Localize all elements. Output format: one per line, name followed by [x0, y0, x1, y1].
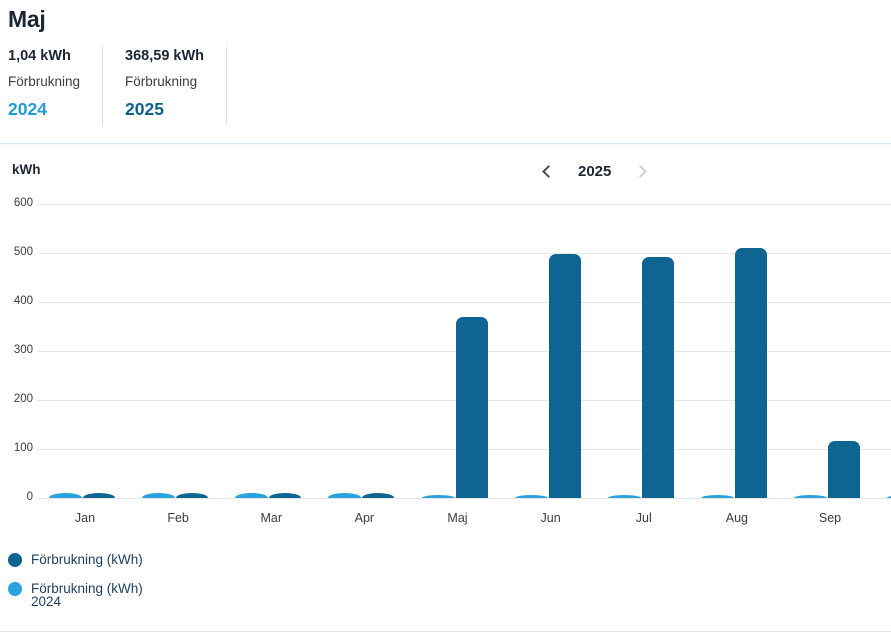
bar-2024-Mar[interactable]: [235, 493, 269, 498]
partial-next-month-bar: [887, 495, 891, 498]
gridline-600: [37, 204, 891, 205]
stat-2024-value: 1,04 kWh: [8, 48, 71, 64]
bar-2025-Feb[interactable]: [176, 493, 209, 498]
legend-dot-2025: [8, 552, 22, 567]
stat-2024: 1,04 kWh Förbrukning 2024: [8, 46, 104, 126]
stat-2025-value: 368,59 kWh: [125, 48, 205, 64]
y-tick-400: 400: [13, 295, 33, 307]
y-tick-300: 300: [13, 344, 33, 356]
bar-2024-Jun[interactable]: [514, 495, 548, 498]
legend-label-2025: Förbrukning (kWh): [31, 552, 143, 567]
bar-2025-Jan[interactable]: [83, 493, 115, 498]
bar-2024-Maj[interactable]: [421, 495, 455, 498]
gridline-400: [37, 302, 891, 303]
x-label-Apr: Apr: [354, 511, 375, 525]
x-label-Sep: Sep: [818, 511, 842, 525]
legend-item-2024[interactable]: Förbrukning (kWh): [8, 581, 143, 596]
y-axis-title: kWh: [12, 162, 41, 177]
bar-2025-Sep[interactable]: [828, 440, 860, 498]
next-year-button: [633, 162, 651, 180]
x-label-Feb: Feb: [167, 511, 189, 525]
x-label-Aug: Aug: [725, 511, 748, 525]
x-label-Jun: Jun: [540, 511, 561, 525]
y-tick-200: 200: [13, 393, 33, 405]
stat-2024-label: Förbrukning: [8, 74, 81, 89]
bar-2025-Aug[interactable]: [734, 248, 767, 498]
x-label-Mar: Mar: [260, 511, 283, 525]
y-tick-100: 100: [13, 442, 33, 454]
y-tick-0: 0: [26, 491, 33, 503]
bar-2025-Jul[interactable]: [641, 257, 674, 498]
stat-2025: 368,59 kWh Förbrukning 2025: [125, 46, 228, 126]
year-selector: 2025: [538, 162, 651, 180]
legend-label-2024: Förbrukning (kWh): [31, 581, 143, 596]
x-label-Jul: Jul: [635, 511, 652, 525]
x-label-Jan: Jan: [74, 511, 96, 525]
previous-year-button[interactable]: [538, 162, 556, 180]
bar-2024-Jul[interactable]: [607, 495, 641, 498]
bar-2024-Apr[interactable]: [328, 493, 362, 498]
selected-year-label: 2025: [578, 162, 612, 180]
bar-2024-Aug[interactable]: [700, 495, 734, 498]
legend-item-2025[interactable]: Förbrukning (kWh): [8, 552, 143, 567]
gridline-0: [37, 498, 891, 499]
gridline-500: [37, 253, 891, 254]
bar-2025-Jun[interactable]: [548, 254, 581, 498]
bar-2024-Jan[interactable]: [49, 493, 82, 498]
bar-2025-Mar[interactable]: [269, 493, 302, 498]
chart-legend: Förbrukning (kWh) Förbrukning (kWh) 2024: [8, 552, 143, 609]
y-tick-500: 500: [13, 246, 33, 258]
bar-2025-Maj[interactable]: [455, 317, 488, 498]
summary-stats: 1,04 kWh Förbrukning 2024 368,59 kWh För…: [8, 46, 249, 126]
legend-dot-2024: [8, 581, 22, 596]
bar-2024-Sep[interactable]: [794, 495, 827, 498]
bar-2025-Apr[interactable]: [362, 493, 395, 498]
stat-2024-year: 2024: [8, 99, 47, 119]
consumption-chart-card: kWh 2025 0 100 200 300 400 500 600 Jan Feb Mar Apr…: [0, 143, 891, 632]
y-tick-600: 600: [13, 197, 33, 209]
page-title: Maj: [8, 6, 46, 32]
x-label-Maj: Maj: [447, 511, 468, 525]
stat-2025-year: 2025: [125, 99, 164, 119]
stat-2025-label: Förbrukning: [125, 74, 198, 89]
legend-sublabel-2024: 2024: [31, 594, 62, 609]
bar-2024-Feb[interactable]: [142, 493, 176, 498]
